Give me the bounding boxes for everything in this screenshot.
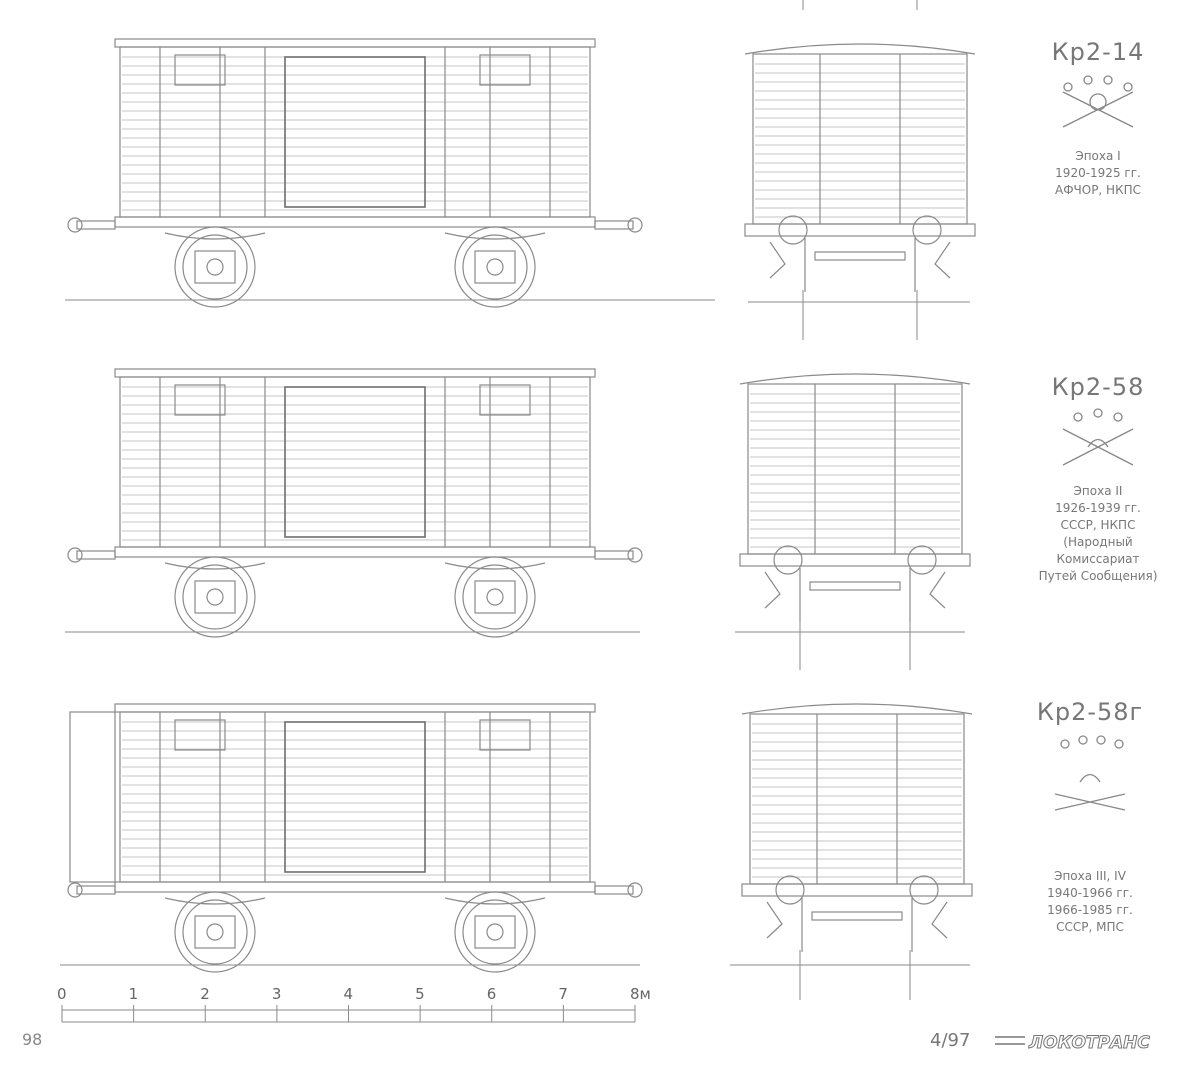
railway-emblem-icon (1062, 408, 1134, 466)
scale-tick-label: 4 (343, 985, 354, 1003)
era-line: 1920-1925 гг. (1055, 166, 1141, 180)
plank-lines (122, 56, 965, 878)
side-view-wagon-3 (67, 703, 643, 973)
scale-tick-label: 7 (558, 985, 568, 1003)
era-line: 1966-1985 гг. (1047, 903, 1133, 917)
era-line: Эпоха II (1073, 484, 1123, 498)
magazine-logo: ЛОКОТРАНС (995, 1033, 1151, 1052)
issue-number: 4/97 (930, 1030, 971, 1051)
scale-tick-label: 5 (415, 985, 425, 1003)
railway-emblem-icon (1062, 75, 1134, 128)
era-line: 1940-1966 гг. (1047, 886, 1133, 900)
wagon-code: Кр2-58 (1051, 373, 1145, 401)
end-view-wagon-1 (744, 43, 976, 293)
scale-tick-label: 0 (57, 985, 67, 1003)
scale-tick-label: 3 (271, 985, 282, 1003)
wagon-code: Кр2-14 (1051, 38, 1145, 66)
era-line: 1926-1939 гг. (1055, 501, 1141, 515)
era-line: СССР, НКПС (1060, 518, 1136, 532)
brake-platform (69, 711, 116, 883)
end-view-wagon-3 (741, 703, 973, 953)
era-line: АФЧОР, НКПС (1054, 183, 1142, 197)
railway-emblem-icon (1054, 735, 1126, 811)
wagon-info-2: Кр2-58 Эпоха II 1926-1939 гг. СССР, НКПС… (1008, 373, 1188, 585)
scale-bar (61, 1005, 636, 1023)
side-view-wagon-1 (67, 38, 643, 308)
logo-text: ЛОКОТРАНС (1028, 1033, 1150, 1052)
scale-tick-label: 2 (200, 985, 210, 1003)
era-line: Эпоха III, IV (1054, 869, 1126, 883)
era-line: СССР, МПС (1056, 920, 1124, 934)
scale-tick-label: 8м (630, 985, 651, 1003)
era-line: Комиссариат (1056, 552, 1140, 566)
era-line: Эпоха I (1075, 149, 1121, 163)
scale-tick-label: 1 (128, 985, 139, 1003)
end-view-wagon-2 (739, 373, 971, 623)
side-view-wagon-2 (67, 368, 643, 638)
wagon-code: Кр2-58г (1036, 698, 1144, 726)
wagon-info-3: Кр2-58г Эпоха III, IV 1940-1966 гг. 1966… (1000, 698, 1180, 936)
scale-tick-label: 6 (486, 985, 497, 1003)
era-line: Путей Сообщения) (1038, 569, 1158, 583)
era-line: (Народный (1063, 535, 1133, 549)
page-number: 98 (22, 1030, 43, 1049)
wagon-info-1: Кр2-14 Эпоха I 1920-1925 гг. АФЧОР, НКПС (1008, 38, 1188, 199)
